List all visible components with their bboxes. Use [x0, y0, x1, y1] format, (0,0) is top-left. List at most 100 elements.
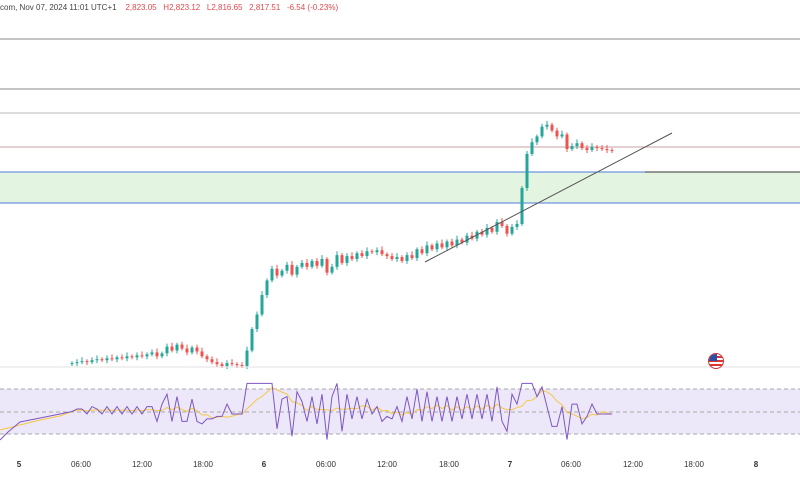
candle-body — [310, 260, 314, 267]
candle-body — [445, 241, 449, 248]
demand-zone — [0, 172, 800, 203]
us-flag-icon[interactable] — [708, 353, 724, 369]
candle-body — [555, 130, 559, 137]
candle-body — [265, 280, 269, 296]
candle-body — [295, 266, 299, 275]
candle-body — [150, 352, 154, 355]
change-value: -6.54 (-0.23%) — [286, 3, 339, 12]
candle-body — [155, 352, 159, 357]
candle-body — [180, 344, 184, 349]
candle-body — [325, 259, 329, 273]
candle-body — [425, 245, 429, 254]
candle-body — [230, 363, 234, 365]
x-axis-tick-label: 12:00 — [377, 460, 398, 469]
candle-body — [485, 227, 489, 235]
candle-body — [200, 351, 204, 357]
candle-body — [250, 329, 254, 351]
candle-body — [410, 255, 414, 259]
candle-body — [300, 262, 304, 267]
x-axis-tick-label: 06:00 — [316, 460, 337, 469]
candle-body — [480, 231, 484, 235]
candle-body — [385, 254, 389, 257]
rsi-ma-line — [0, 387, 613, 431]
x-axis-tick-label: 18:00 — [684, 460, 705, 469]
candle-body — [160, 353, 164, 357]
candle-body — [605, 149, 609, 151]
candle-body — [510, 226, 514, 234]
candle-body — [355, 253, 359, 260]
candle-body — [370, 251, 374, 253]
candle-body — [270, 268, 274, 281]
candle-body — [345, 256, 349, 263]
x-axis-tick-label: 12:00 — [132, 460, 153, 469]
x-axis-tick-label: 06:00 — [561, 460, 582, 469]
candle-body — [280, 270, 284, 276]
candle-body — [95, 359, 99, 361]
candle-body — [600, 148, 604, 150]
candle-body — [90, 360, 94, 363]
candle-body — [490, 227, 494, 232]
candle-body — [570, 146, 574, 150]
candle-body — [505, 225, 509, 234]
candle-body — [550, 124, 554, 131]
candle-body — [130, 356, 134, 358]
candle-body — [365, 251, 369, 257]
candle-body — [465, 235, 469, 243]
candle-body — [545, 124, 549, 127]
candle-body — [400, 257, 404, 261]
candle-body — [125, 356, 129, 359]
x-axis-tick-label: 12:00 — [623, 460, 644, 469]
candle-body — [145, 354, 149, 357]
candle-body — [530, 142, 534, 154]
candle-body — [215, 362, 219, 365]
candle-body — [590, 147, 594, 151]
candle-body — [500, 222, 504, 226]
candle-body — [525, 153, 529, 188]
candle-body — [595, 147, 599, 149]
candle-body — [205, 356, 209, 360]
x-axis-tick-label: 18:00 — [439, 460, 460, 469]
symbol-source-label: com, Nov 07, 2024 11:01 UTC+1 — [0, 3, 117, 12]
high-value: H2,823.12 — [163, 3, 201, 12]
candle-body — [430, 245, 434, 250]
x-axis-tick-label: 5 — [17, 460, 22, 469]
candle-body — [495, 222, 499, 232]
low-value: L2,816.65 — [206, 3, 243, 12]
candle-body — [70, 363, 74, 365]
candle-body — [75, 362, 79, 364]
candle-body — [435, 243, 439, 250]
open-value: 2,823.05 — [125, 3, 157, 12]
candle-body — [240, 365, 244, 367]
trend-line — [424, 132, 673, 263]
close-value: 2,817.51 — [249, 3, 281, 12]
candle-body — [170, 346, 174, 351]
candle-body — [210, 359, 214, 363]
x-axis-tick-label: 8 — [754, 460, 759, 469]
candle-body — [225, 363, 229, 367]
candle-body — [330, 266, 334, 273]
candle-body — [340, 255, 344, 263]
candle-body — [390, 256, 394, 260]
candle-body — [290, 264, 294, 275]
candle-body — [305, 262, 309, 267]
candle-body — [165, 346, 169, 354]
candle-body — [175, 344, 179, 351]
candle-body — [100, 359, 104, 361]
candle-body — [275, 268, 279, 276]
candle-body — [140, 355, 144, 357]
candle-body — [320, 259, 324, 266]
x-axis-tick-label: 7 — [508, 460, 513, 469]
x-axis-tick-label: 18:00 — [193, 460, 214, 469]
candle-body — [565, 134, 569, 150]
candle-body — [360, 253, 364, 257]
candle-body — [395, 257, 399, 260]
candle-body — [105, 358, 109, 361]
x-axis-tick-label: 06:00 — [71, 460, 92, 469]
ohlc-readout: com, Nov 07, 2024 11:01 UTC+1 2,823.05 H… — [0, 3, 338, 12]
candle-body — [185, 348, 189, 353]
candle-body — [515, 223, 519, 227]
candle-body — [610, 150, 614, 152]
candle-body — [380, 250, 384, 255]
